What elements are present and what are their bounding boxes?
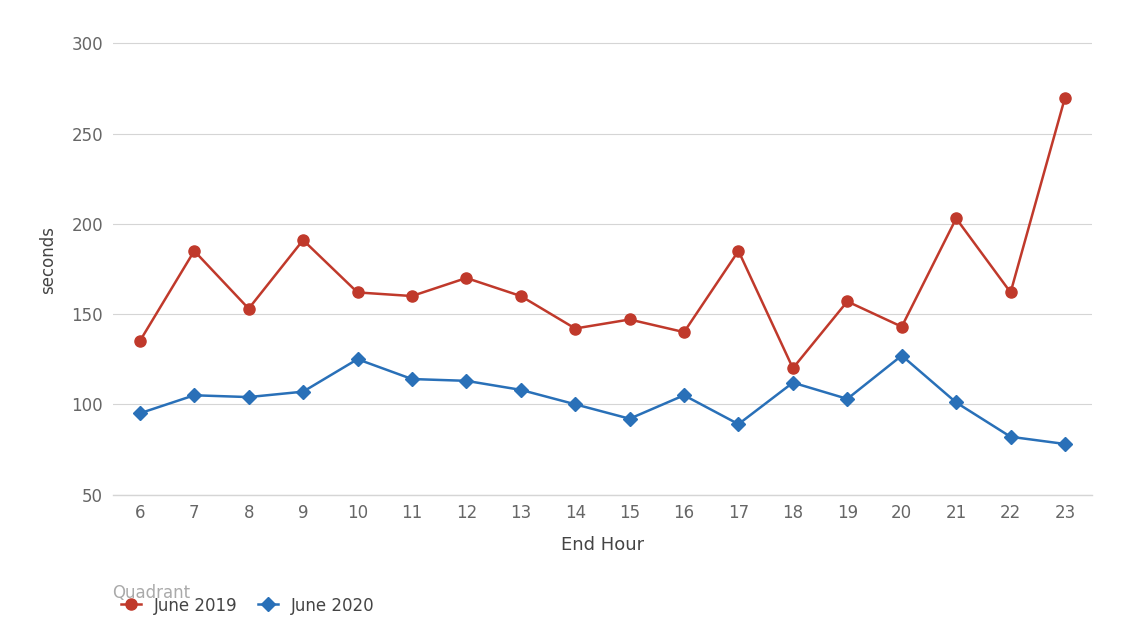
- Line: June 2020: June 2020: [135, 351, 1070, 449]
- June 2020: [840, 395, 855, 403]
- June 2019: [732, 247, 745, 255]
- June 2020: [133, 410, 146, 417]
- Y-axis label: seconds: seconds: [39, 226, 57, 294]
- June 2019: [133, 337, 146, 345]
- Legend: June 2019, June 2020: June 2019, June 2020: [120, 597, 375, 615]
- June 2020: [187, 391, 202, 399]
- June 2020: [242, 393, 256, 401]
- June 2020: [1058, 440, 1072, 448]
- June 2019: [895, 323, 909, 330]
- June 2020: [895, 352, 909, 359]
- June 2019: [949, 215, 963, 223]
- June 2019: [786, 365, 799, 372]
- June 2019: [623, 316, 636, 323]
- June 2019: [242, 305, 256, 313]
- June 2020: [1004, 433, 1018, 441]
- June 2019: [678, 328, 691, 336]
- June 2020: [786, 379, 799, 387]
- June 2019: [1058, 94, 1072, 101]
- June 2019: [840, 297, 855, 305]
- June 2019: [1004, 288, 1018, 296]
- June 2020: [405, 375, 419, 383]
- June 2020: [949, 399, 963, 406]
- June 2020: [515, 386, 528, 394]
- June 2020: [296, 388, 310, 396]
- X-axis label: End Hour: End Hour: [561, 536, 644, 554]
- June 2020: [623, 415, 636, 422]
- June 2019: [296, 236, 310, 244]
- June 2020: [351, 356, 365, 363]
- June 2019: [515, 292, 528, 300]
- June 2019: [405, 292, 419, 300]
- June 2020: [678, 391, 691, 399]
- Line: June 2019: June 2019: [134, 92, 1071, 374]
- Text: Quadrant: Quadrant: [113, 585, 190, 602]
- June 2019: [351, 288, 365, 296]
- June 2019: [459, 274, 473, 281]
- June 2020: [569, 401, 582, 408]
- June 2019: [569, 325, 582, 332]
- June 2020: [459, 377, 473, 385]
- June 2019: [187, 247, 202, 255]
- June 2020: [732, 420, 745, 428]
